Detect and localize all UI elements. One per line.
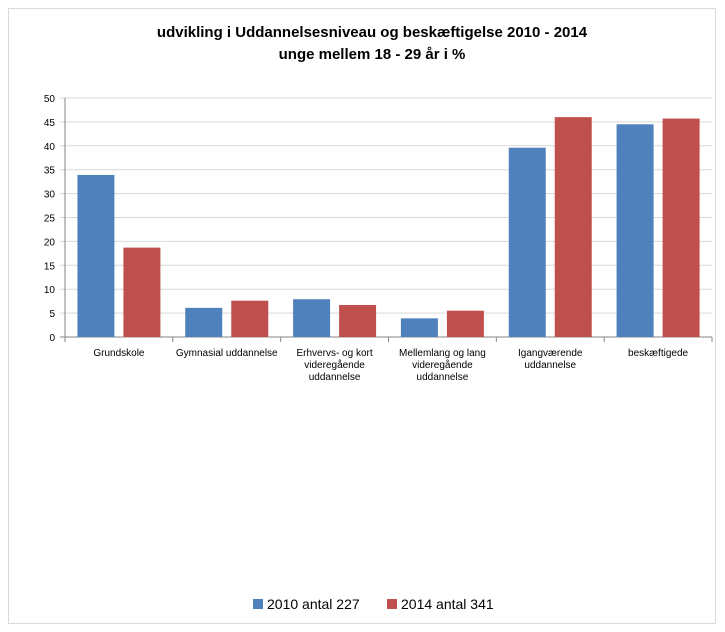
y-tick-label: 25 — [44, 214, 56, 225]
bar — [185, 307, 223, 337]
bar — [662, 118, 700, 337]
x-tick-label: Erhvervs- og kort — [297, 348, 373, 359]
y-tick-label: 0 — [49, 333, 55, 344]
x-axis: Grundskole Gymnasial uddannelse Erhvervs- … — [64, 337, 713, 383]
x-tick-label: Mellemlang og lang — [399, 348, 486, 359]
bar — [339, 304, 377, 337]
x-tick-label: beskæftigede — [628, 348, 688, 359]
y-tick-label: 35 — [44, 166, 56, 177]
y-tick-label: 5 — [49, 309, 55, 320]
y-tick-label: 40 — [44, 142, 56, 153]
bar — [293, 299, 331, 337]
chart-title: udvikling i Uddannelsesniveau og beskæft… — [157, 24, 588, 41]
y-tick-label: 30 — [44, 190, 56, 201]
x-tick-label: uddannelse — [309, 372, 361, 383]
bars — [77, 117, 700, 338]
legend: 2010 antal 227 2014 antal 341 — [253, 596, 494, 612]
y-axis: 0 5 10 15 20 25 30 35 40 45 50 — [44, 94, 66, 344]
x-tick-label: videregående — [304, 359, 365, 371]
bar — [616, 124, 654, 337]
bar — [508, 147, 546, 337]
chart-frame: udvikling i Uddannelsesniveau og beskæft… — [8, 8, 716, 624]
legend-label: 2014 antal 341 — [401, 596, 494, 612]
gridlines — [60, 97, 712, 338]
chart-subtitle: unge mellem 18 - 29 år i % — [279, 46, 466, 63]
x-tick-label: videregående — [412, 359, 473, 371]
y-tick-label: 50 — [44, 94, 56, 105]
x-tick-label: uddannelse — [524, 360, 576, 371]
bar — [123, 247, 161, 337]
legend-swatch — [387, 599, 397, 609]
legend-label: 2010 antal 227 — [267, 596, 360, 612]
bar — [554, 117, 592, 338]
bar — [400, 318, 438, 337]
y-tick-label: 20 — [44, 237, 56, 248]
bar-chart: udvikling i Uddannelsesniveau og beskæft… — [44, 24, 713, 612]
bar — [231, 300, 269, 337]
y-tick-label: 45 — [44, 118, 56, 129]
y-tick-label: 10 — [44, 285, 56, 296]
x-tick-label: Igangværende — [518, 348, 583, 359]
bar — [77, 174, 115, 337]
x-tick-label: Grundskole — [93, 348, 145, 359]
x-tick-label: Gymnasial uddannelse — [176, 348, 278, 359]
y-tick-label: 15 — [44, 261, 56, 272]
legend-swatch — [253, 599, 263, 609]
bar — [446, 310, 484, 337]
x-tick-label: uddannelse — [417, 372, 469, 383]
